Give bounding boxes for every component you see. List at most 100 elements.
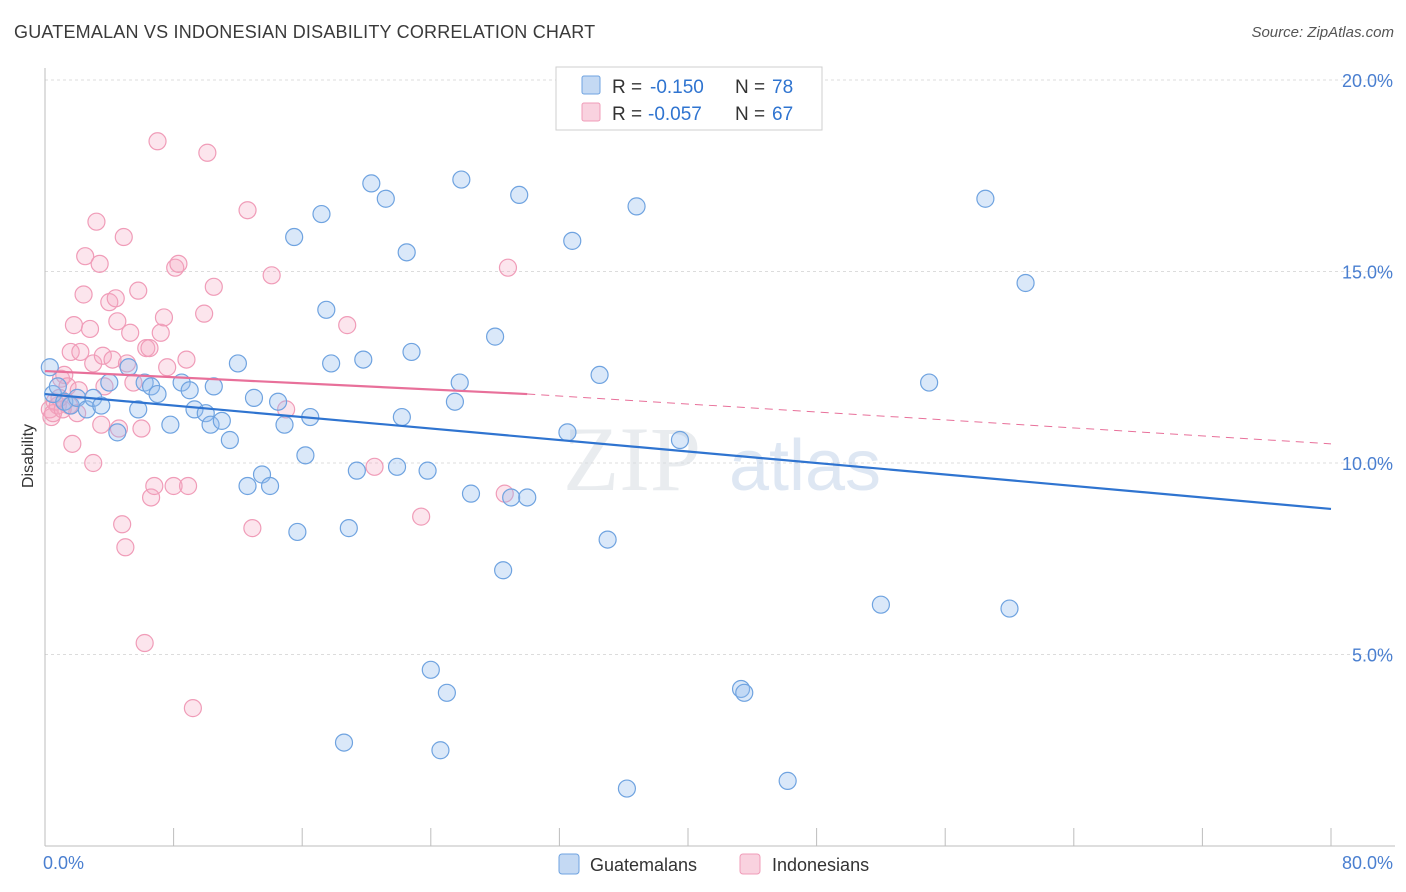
data-point-guatemalans bbox=[494, 561, 513, 580]
data-point-guatemalans bbox=[486, 327, 505, 346]
data-point-indonesians bbox=[158, 358, 177, 377]
data-point-indonesians bbox=[71, 342, 90, 362]
data-point-indonesians bbox=[92, 415, 111, 434]
data-point-guatemalans bbox=[100, 373, 119, 392]
data-point-indonesians bbox=[55, 365, 74, 385]
data-point-indonesians bbox=[106, 289, 125, 308]
data-point-indonesians bbox=[103, 350, 122, 369]
data-point-guatemalans bbox=[1000, 599, 1019, 618]
data-point-indonesians bbox=[164, 476, 183, 496]
data-point-indonesians bbox=[108, 312, 127, 331]
data-point-guatemalans bbox=[627, 197, 646, 216]
data-point-indonesians bbox=[43, 404, 63, 423]
x-tick-label: 0.0% bbox=[43, 853, 84, 873]
data-point-indonesians bbox=[74, 285, 93, 304]
data-point-indonesians bbox=[135, 633, 154, 653]
y-tick-label: 5.0% bbox=[1352, 646, 1393, 666]
legend-swatch-indonesians bbox=[581, 102, 601, 122]
data-point-indonesians bbox=[141, 488, 161, 507]
legend-n-value: 67 bbox=[772, 104, 793, 125]
data-point-indonesians bbox=[129, 281, 148, 300]
data-point-indonesians bbox=[93, 346, 112, 365]
watermark: ZIP atlas bbox=[563, 408, 881, 510]
x-tick-label: 80.0% bbox=[1342, 853, 1393, 873]
legend-n-label: N = bbox=[735, 77, 765, 98]
legend-r-value: -0.150 bbox=[650, 77, 704, 98]
y-axis-label: Disability bbox=[20, 424, 37, 488]
data-point-guatemalans bbox=[161, 415, 180, 434]
data-point-indonesians bbox=[238, 201, 257, 220]
tick-labels: 5.0% 10.0% 15.0% 20.0% 0.0% 80.0% bbox=[43, 71, 1393, 873]
data-point-guatemalans bbox=[119, 358, 138, 377]
data-point-guatemalans bbox=[402, 342, 421, 362]
data-point-guatemalans bbox=[558, 423, 577, 442]
data-point-guatemalans bbox=[617, 779, 637, 798]
data-point-guatemalans bbox=[238, 476, 257, 496]
data-point-guatemalans bbox=[347, 461, 366, 480]
data-point-guatemalans bbox=[322, 354, 341, 373]
data-point-guatemalans bbox=[204, 377, 223, 396]
data-point-guatemalans bbox=[518, 488, 537, 507]
chart-title: GUATEMALAN VS INDONESIAN DISABILITY CORR… bbox=[14, 22, 596, 42]
data-point-indonesians bbox=[195, 304, 214, 323]
data-point-indonesians bbox=[498, 258, 518, 277]
legend-r-label: R = bbox=[612, 77, 642, 98]
data-point-guatemalans bbox=[201, 415, 220, 434]
data-point-guatemalans bbox=[275, 415, 294, 434]
data-point-guatemalans bbox=[450, 373, 469, 392]
data-point-guatemalans bbox=[376, 189, 395, 208]
data-point-guatemalans bbox=[108, 423, 127, 442]
data-point-guatemalans bbox=[502, 488, 521, 507]
data-point-indonesians bbox=[178, 476, 198, 496]
data-point-guatemalans bbox=[392, 407, 411, 427]
legend-n-value: 78 bbox=[772, 77, 793, 98]
y-tick-label: 10.0% bbox=[1342, 454, 1393, 474]
data-point-guatemalans bbox=[598, 530, 617, 549]
data-point-guatemalans bbox=[268, 392, 288, 411]
series-guatemalans bbox=[40, 70, 1035, 798]
data-point-indonesians bbox=[80, 319, 100, 339]
data-point-indonesians bbox=[338, 316, 357, 335]
data-point-indonesians bbox=[365, 457, 384, 476]
data-point-indonesians bbox=[61, 342, 80, 362]
data-point-guatemalans bbox=[461, 484, 481, 503]
data-point-guatemalans bbox=[244, 388, 264, 407]
legend-n-label: N = bbox=[735, 104, 765, 125]
data-point-guatemalans bbox=[354, 350, 373, 369]
data-point-guatemalans bbox=[431, 741, 450, 760]
data-point-guatemalans bbox=[1016, 273, 1035, 293]
data-point-guatemalans bbox=[180, 381, 199, 400]
data-point-indonesians bbox=[169, 254, 188, 273]
data-point-indonesians bbox=[183, 699, 202, 718]
data-point-guatemalans bbox=[670, 430, 690, 450]
data-point-indonesians bbox=[84, 354, 103, 373]
data-point-indonesians bbox=[145, 476, 164, 496]
data-point-indonesians bbox=[154, 308, 174, 327]
data-point-guatemalans bbox=[387, 457, 407, 476]
data-point-indonesians bbox=[204, 277, 223, 296]
data-point-indonesians bbox=[151, 323, 170, 342]
data-point-indonesians bbox=[140, 339, 159, 358]
data-point-guatemalans bbox=[312, 204, 331, 224]
data-point-indonesians bbox=[90, 254, 109, 273]
watermark-zip: ZIP bbox=[563, 408, 701, 510]
data-point-indonesians bbox=[177, 350, 196, 369]
data-point-guatemalans bbox=[397, 243, 416, 262]
data-point-guatemalans bbox=[260, 476, 280, 496]
trendline-indonesians bbox=[44, 369, 528, 396]
data-point-guatemalans bbox=[778, 771, 797, 790]
data-point-indonesians bbox=[63, 434, 82, 453]
data-point-guatemalans bbox=[590, 365, 609, 385]
data-point-guatemalans bbox=[735, 683, 754, 702]
data-point-guatemalans bbox=[228, 354, 247, 373]
y-tick-label: 15.0% bbox=[1342, 263, 1393, 283]
legend-label-indonesians: Indonesians bbox=[772, 855, 869, 875]
source-credit: Source: ZipAtlas.com bbox=[1251, 24, 1394, 41]
data-point-indonesians bbox=[412, 507, 431, 526]
data-point-guatemalans bbox=[445, 392, 465, 411]
data-point-guatemalans bbox=[418, 461, 437, 480]
data-point-guatemalans bbox=[185, 400, 204, 419]
data-point-indonesians bbox=[243, 519, 262, 538]
data-point-guatemalans bbox=[334, 733, 354, 752]
